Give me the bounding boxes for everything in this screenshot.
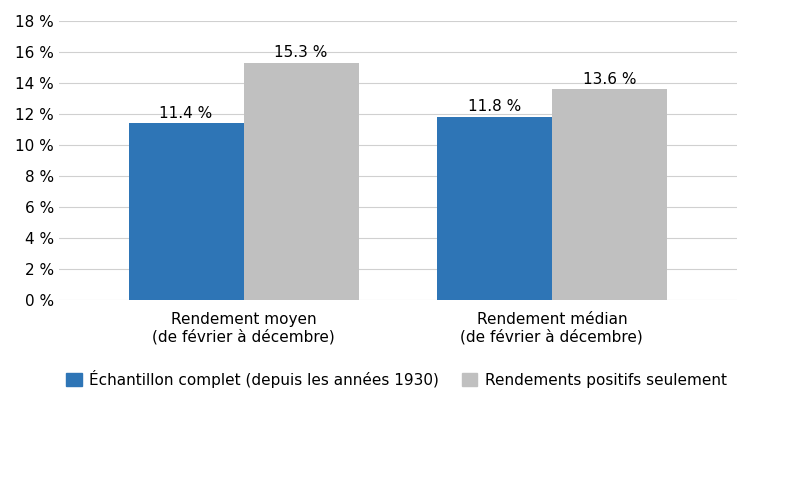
Text: 15.3 %: 15.3 % bbox=[274, 45, 328, 60]
Bar bbox=[244, 63, 358, 300]
Text: 11.8 %: 11.8 % bbox=[468, 99, 521, 114]
Legend: Échantillon complet (depuis les années 1930), Rendements positifs seulement: Échantillon complet (depuis les années 1… bbox=[66, 370, 727, 387]
Text: 13.6 %: 13.6 % bbox=[582, 72, 636, 86]
Bar bbox=[129, 123, 244, 300]
Bar bbox=[437, 117, 552, 300]
Text: 11.4 %: 11.4 % bbox=[159, 106, 213, 120]
Bar bbox=[552, 89, 667, 300]
